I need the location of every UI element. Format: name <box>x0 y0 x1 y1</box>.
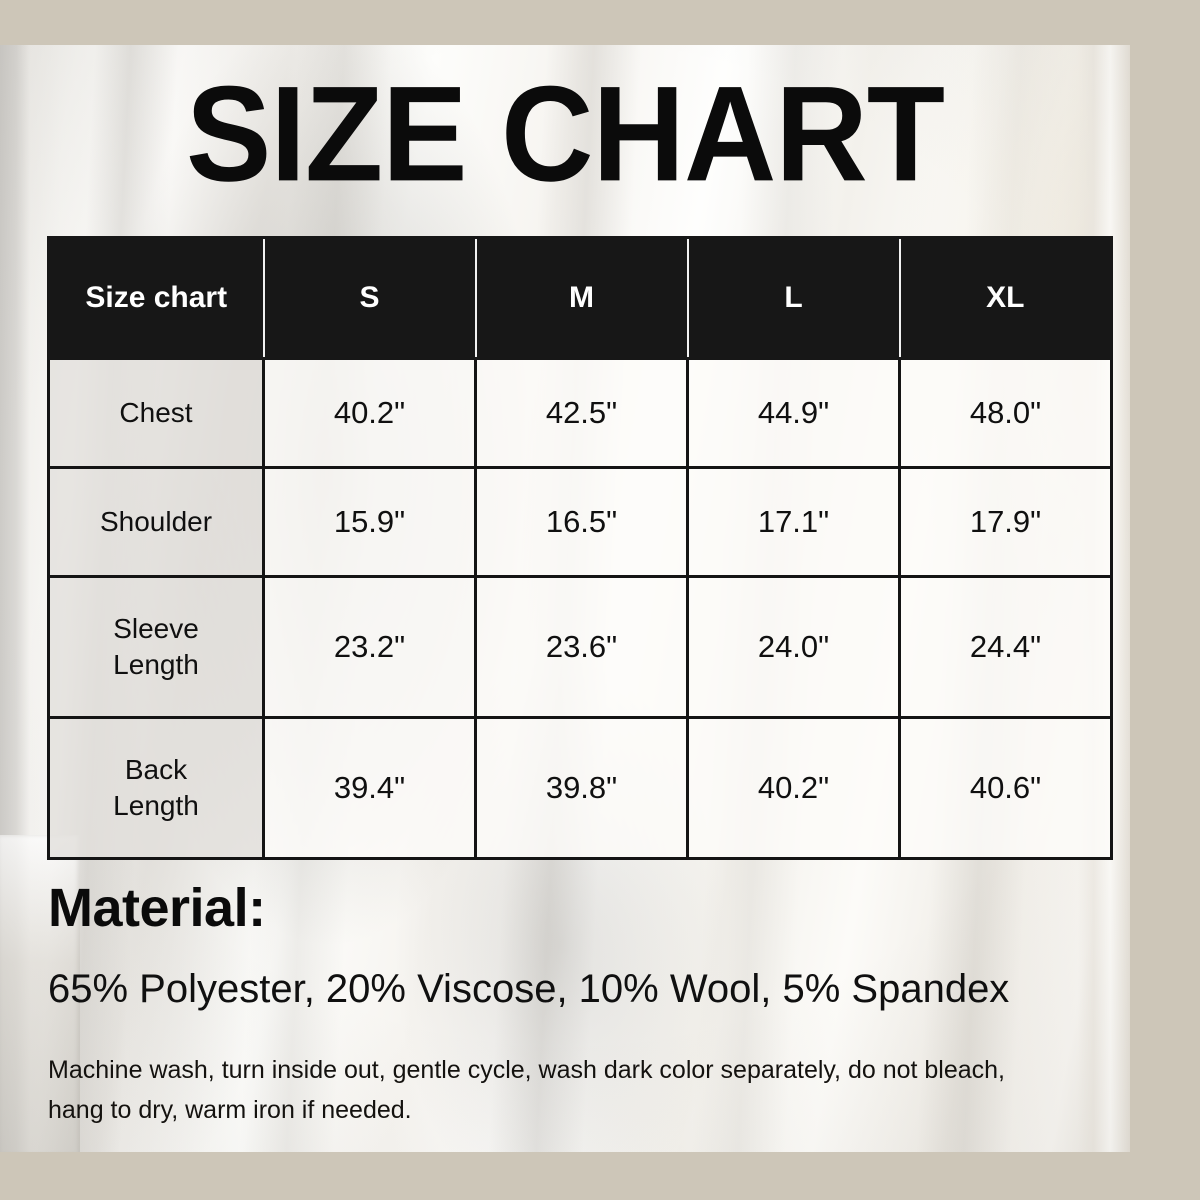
cell-back-length-xl: 40.6" <box>898 716 1113 860</box>
cell-sleeve-length-l: 24.0" <box>686 575 901 719</box>
table-row: Chest 40.2" 42.5" 44.9" 48.0" <box>47 357 1113 469</box>
page-title: SIZE CHART <box>186 58 945 211</box>
material-heading: Material: <box>48 878 266 938</box>
cell-shoulder-s: 15.9" <box>262 466 477 578</box>
header-size-l: L <box>686 236 901 360</box>
frame-band-top <box>0 0 1200 45</box>
cell-sleeve-length-s: 23.2" <box>262 575 477 719</box>
cell-back-length-s: 39.4" <box>262 716 477 860</box>
cell-back-length-l: 40.2" <box>686 716 901 860</box>
cell-sleeve-length-m: 23.6" <box>474 575 689 719</box>
cell-chest-s: 40.2" <box>262 357 477 469</box>
size-chart-table: Size chart S M L XL Chest 40.2" 42.5" 44… <box>47 236 1113 860</box>
table-row: Shoulder 15.9" 16.5" 17.1" 17.9" <box>47 466 1113 578</box>
header-size-chart: Size chart <box>47 236 265 360</box>
row-label-line-1: Back <box>124 754 188 785</box>
row-label-shoulder: Shoulder <box>47 466 265 578</box>
cell-chest-xl: 48.0" <box>898 357 1113 469</box>
row-label-sleeve-length: Sleeve Length <box>47 575 265 719</box>
row-label-line-2: Length <box>113 790 199 821</box>
row-label-back-length: Back Length <box>47 716 265 860</box>
table-row: Sleeve Length 23.2" 23.6" 24.0" 24.4" <box>47 575 1113 719</box>
cell-back-length-m: 39.8" <box>474 716 689 860</box>
row-label-line-1: Sleeve <box>113 613 199 644</box>
table-header: Size chart S M L XL <box>47 236 1113 360</box>
frame-band-right <box>1130 0 1200 1200</box>
header-size-xl: XL <box>898 236 1113 360</box>
cell-shoulder-l: 17.1" <box>686 466 901 578</box>
material-composition: 65% Polyester, 20% Viscose, 10% Wool, 5%… <box>48 967 1010 1011</box>
cell-shoulder-xl: 17.9" <box>898 466 1113 578</box>
care-instructions: Machine wash, turn inside out, gentle cy… <box>48 1056 1006 1124</box>
cell-chest-l: 44.9" <box>686 357 901 469</box>
cell-shoulder-m: 16.5" <box>474 466 689 578</box>
table-header-row: Size chart S M L XL <box>47 236 1113 360</box>
table-body: Chest 40.2" 42.5" 44.9" 48.0" Shoulder 1… <box>47 357 1113 860</box>
cell-chest-m: 42.5" <box>474 357 689 469</box>
table-row: Back Length 39.4" 39.8" 40.2" 40.6" <box>47 716 1113 860</box>
row-label-chest: Chest <box>47 357 265 469</box>
header-size-m: M <box>474 236 689 360</box>
content-area: SIZE CHART Size chart S M L XL <box>0 45 1130 1152</box>
frame-band-bottom <box>0 1152 1200 1200</box>
background-molding <box>0 835 80 1152</box>
cell-sleeve-length-xl: 24.4" <box>898 575 1113 719</box>
row-label-line-2: Length <box>113 649 199 680</box>
header-size-s: S <box>262 236 477 360</box>
